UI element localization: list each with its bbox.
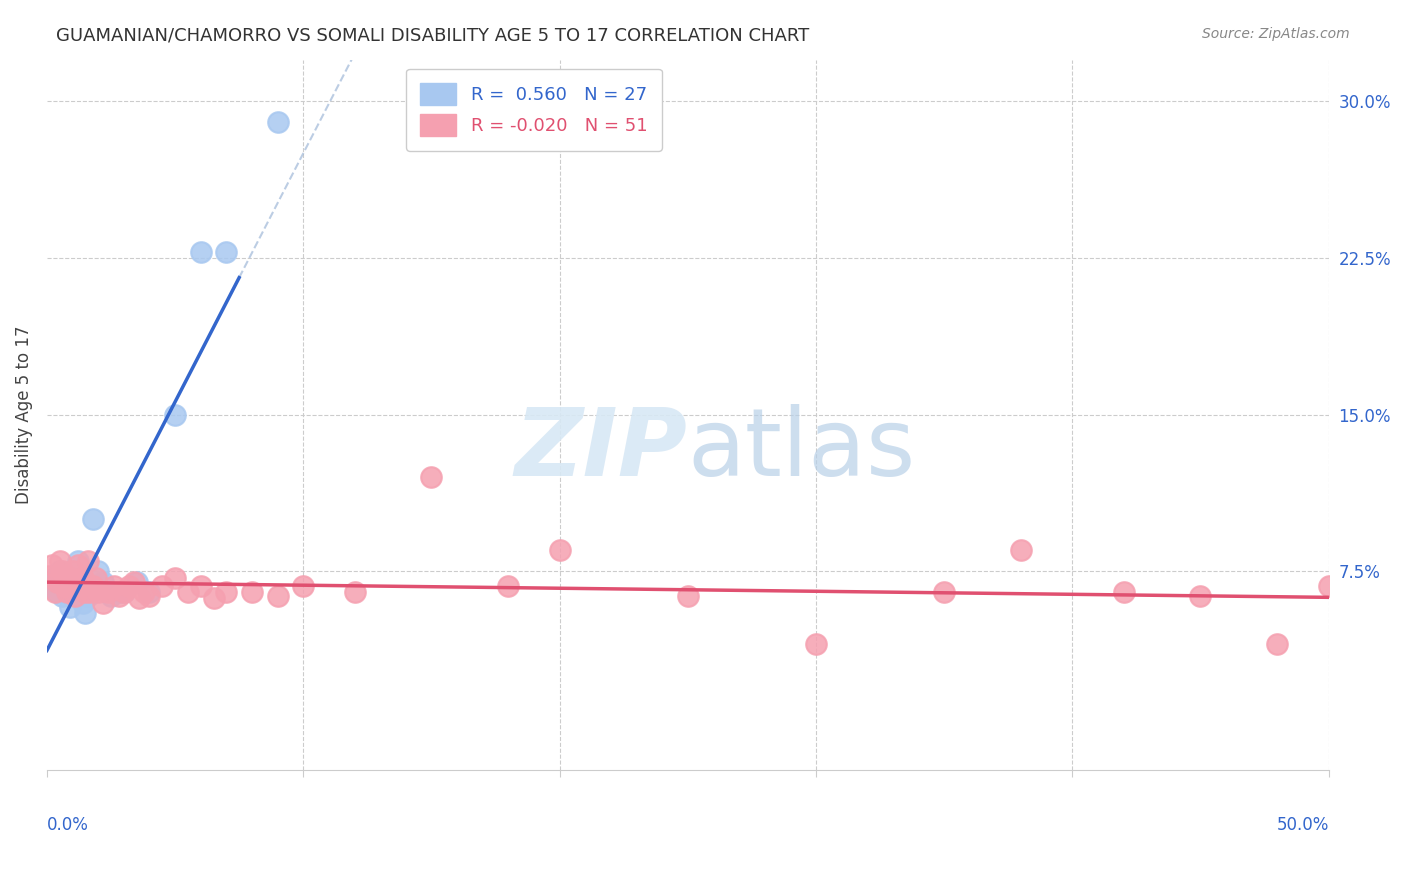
Point: [69, 579, 91, 593]
Point: [292, 579, 315, 593]
Point: [498, 579, 520, 593]
Text: GUAMANIAN/CHAMORRO VS SOMALI DISABILITY AGE 5 TO 17 CORRELATION CHART: GUAMANIAN/CHAMORRO VS SOMALI DISABILITY …: [56, 27, 810, 45]
Text: atlas: atlas: [688, 404, 917, 496]
Point: [48, 565, 70, 579]
Point: [44, 585, 66, 599]
Point: [215, 244, 238, 259]
Point: [53, 574, 76, 589]
Point: [51, 565, 73, 579]
Point: [46, 574, 69, 589]
Point: [69, 585, 91, 599]
Point: [1267, 637, 1289, 651]
Point: [1112, 585, 1135, 599]
Point: [77, 590, 100, 604]
Point: [38, 568, 60, 582]
Legend: R =  0.560   N = 27, R = -0.020   N = 51: R = 0.560 N = 27, R = -0.020 N = 51: [406, 69, 662, 151]
Point: [72, 596, 94, 610]
Point: [91, 596, 114, 610]
Point: [107, 590, 129, 604]
Point: [41, 558, 63, 572]
Point: [138, 585, 160, 599]
Point: [84, 571, 107, 585]
Point: [190, 579, 212, 593]
Point: [134, 585, 156, 599]
Point: [82, 512, 104, 526]
Point: [82, 579, 104, 593]
Point: [53, 579, 76, 593]
Point: [48, 554, 70, 568]
Point: [932, 585, 955, 599]
Point: [150, 579, 173, 593]
Point: [56, 585, 79, 599]
Point: [59, 571, 82, 585]
Point: [177, 585, 200, 599]
Point: [420, 470, 443, 484]
Point: [38, 574, 60, 589]
Point: [240, 585, 263, 599]
Point: [1317, 579, 1340, 593]
Point: [97, 585, 120, 599]
Point: [215, 585, 238, 599]
Point: [62, 585, 84, 599]
Point: [59, 599, 82, 614]
Point: [77, 554, 100, 568]
Point: [343, 585, 366, 599]
Point: [46, 585, 69, 599]
Point: [91, 574, 114, 589]
Point: [266, 590, 288, 604]
Point: [44, 571, 66, 585]
Point: [548, 543, 571, 558]
Point: [112, 585, 135, 599]
Point: [118, 579, 141, 593]
Point: [51, 590, 73, 604]
Point: [112, 585, 135, 599]
Point: [165, 571, 187, 585]
Point: [66, 554, 89, 568]
Point: [125, 574, 148, 589]
Point: [72, 571, 94, 585]
Text: 50.0%: 50.0%: [1277, 816, 1329, 834]
Point: [63, 590, 86, 604]
Point: [103, 579, 125, 593]
Point: [62, 565, 84, 579]
Point: [1189, 590, 1212, 604]
Point: [100, 590, 122, 604]
Point: [87, 565, 110, 579]
Point: [676, 590, 699, 604]
Point: [138, 590, 160, 604]
Point: [190, 244, 212, 259]
Point: [75, 606, 97, 620]
Point: [128, 591, 150, 606]
Point: [1010, 543, 1032, 558]
Point: [202, 591, 225, 606]
Point: [107, 585, 129, 599]
Point: [66, 558, 89, 572]
Text: 0.0%: 0.0%: [46, 816, 89, 834]
Text: ZIP: ZIP: [515, 404, 688, 496]
Point: [122, 574, 145, 589]
Point: [266, 115, 288, 129]
Point: [63, 574, 86, 589]
Y-axis label: Disability Age 5 to 17: Disability Age 5 to 17: [15, 326, 32, 504]
Point: [165, 408, 187, 422]
Point: [75, 585, 97, 599]
Point: [79, 585, 101, 599]
Point: [41, 579, 63, 593]
Text: Source: ZipAtlas.com: Source: ZipAtlas.com: [1202, 27, 1350, 41]
Point: [804, 637, 827, 651]
Point: [87, 585, 110, 599]
